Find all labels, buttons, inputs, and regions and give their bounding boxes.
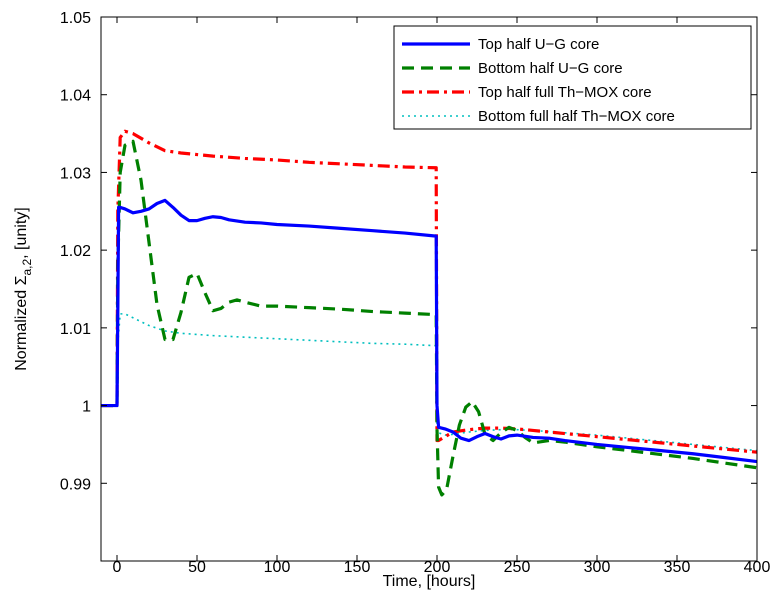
plot-area-frame	[100, 16, 758, 562]
x-tick-label: 250	[504, 559, 531, 576]
series-line-bottom-half-u-g-core	[101, 139, 758, 497]
y-axis-label: Normalized Σa,2, [unity]	[13, 207, 34, 371]
x-tick-label: 400	[744, 559, 771, 576]
legend-label-top-half-full-th-mox-core: Top half full Th−MOX core	[478, 84, 652, 101]
series-layer	[101, 129, 758, 497]
ticks-layer: 0 50 100 150 200 250 300 350 400 0.99 1 1.01 1.02 1.0…	[60, 10, 771, 576]
x-tick-label: 350	[664, 559, 691, 576]
y-tick-label: 1	[82, 399, 91, 416]
series-line-top-half-u-g-core	[101, 198, 758, 464]
y-axis-label-subscript: a,2	[20, 259, 34, 276]
y-tick-label: 1.04	[60, 88, 91, 105]
legend-label-bottom-full-half-th-mox-core: Bottom full half Th−MOX core	[478, 108, 675, 125]
y-tick-label: 1.03	[60, 165, 91, 182]
x-tick-label: 150	[344, 559, 371, 576]
x-tick-label: 50	[188, 559, 206, 576]
x-axis-label: Time, [hours]	[383, 573, 476, 590]
y-axis-label-prefix: Normalized Σ	[13, 275, 30, 370]
legend-label-top-half-u-g-core: Top half U−G core	[478, 36, 599, 53]
y-tick-label: 0.99	[60, 476, 91, 493]
y-axis-label-suffix: , [unity]	[13, 207, 30, 259]
x-tick-label: 300	[584, 559, 611, 576]
x-tick-label: 0	[113, 559, 122, 576]
y-tick-label: 1.01	[60, 321, 91, 338]
x-tick-label: 200	[424, 559, 451, 576]
legend: Top half U−G core Bottom half U−G core Top…	[393, 25, 752, 130]
legend-label-bottom-half-u-g-core: Bottom half U−G core	[478, 60, 623, 77]
y-tick-label: 1.02	[60, 243, 91, 260]
x-tick-label: 100	[264, 559, 291, 576]
series-line-top-half-full-th-mox-core	[101, 129, 758, 454]
y-tick-label: 1.05	[60, 10, 91, 27]
